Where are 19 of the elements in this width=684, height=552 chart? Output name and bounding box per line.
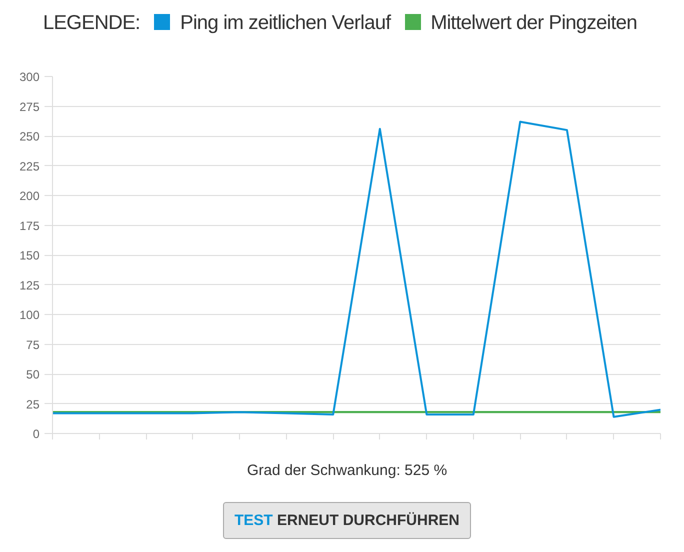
y-tick-label: 300 xyxy=(19,70,40,84)
y-tick-label: 75 xyxy=(26,338,40,352)
y-tick-label: 275 xyxy=(19,100,40,114)
y-tick-label: 150 xyxy=(19,248,40,262)
text: TEST ERNEUT DURCHFÜHREN xyxy=(223,502,470,540)
legend-title: LEGENDE: xyxy=(42,12,140,34)
y-tick-label: 100 xyxy=(19,308,40,322)
line-series xyxy=(52,120,660,418)
y-tick-label: 125 xyxy=(19,278,40,292)
text: Grad der Schwankung: 525 % xyxy=(246,461,448,481)
y-tick-label: 175 xyxy=(19,218,40,233)
y-tick-label: 225 xyxy=(19,159,40,174)
y-tick-label: 25 xyxy=(26,397,40,412)
y-tick-label: 250 xyxy=(19,130,40,144)
y-tick-label: 0 xyxy=(32,427,40,441)
y-tick-label: 200 xyxy=(19,189,40,203)
legend-label: Ping im zeitlichen Verlauf xyxy=(180,12,391,34)
y-tick-label: 50 xyxy=(26,368,40,382)
legend-label: Mittelwert der Pingzeiten xyxy=(430,12,638,34)
